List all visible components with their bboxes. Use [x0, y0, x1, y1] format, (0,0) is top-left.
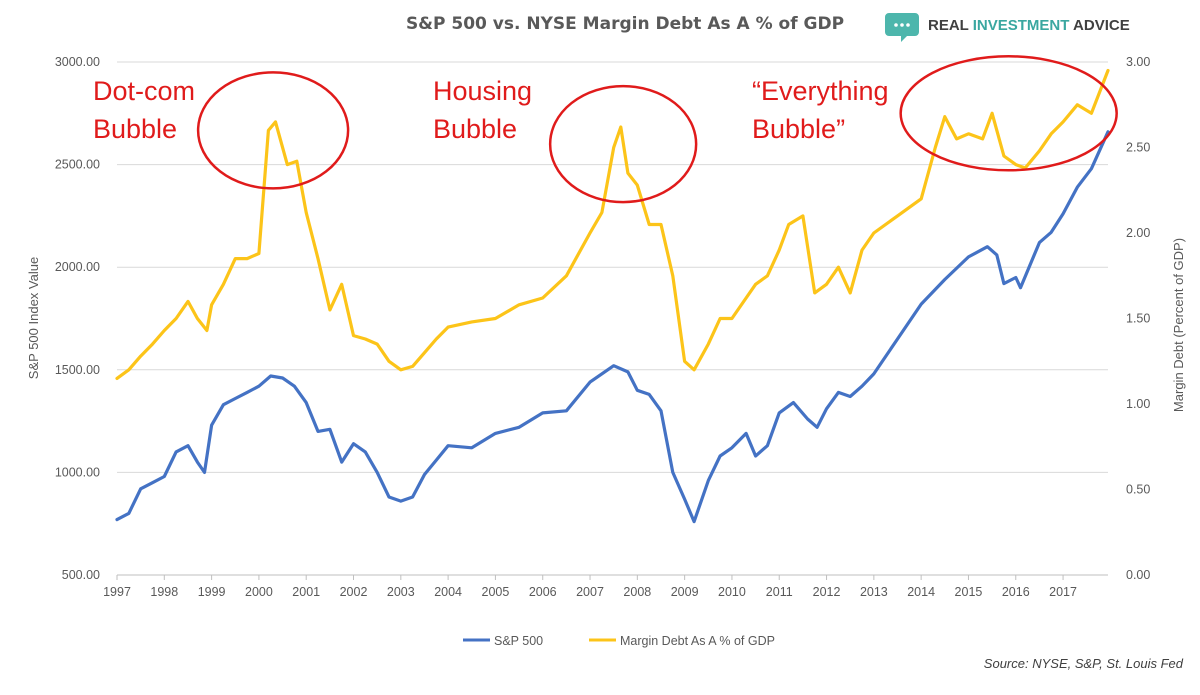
- y-axis-right: 0.00 0.50 1.00 1.50 2.00 2.50 3.00: [1126, 55, 1150, 582]
- y-axis-left-title: S&P 500 Index Value: [26, 257, 41, 379]
- annotation-housing-label: Bubble: [433, 114, 517, 144]
- x-tick-label: 2001: [292, 585, 320, 599]
- annotation-everything-circle: [899, 55, 1118, 172]
- x-tick-label: 2013: [860, 585, 888, 599]
- annotation-dotcom-label: Bubble: [93, 114, 177, 144]
- y-tick-label: 3000.00: [55, 55, 100, 69]
- chart-title: S&P 500 vs. NYSE Margin Debt As A % of G…: [406, 14, 844, 34]
- y2-tick-label: 0.50: [1126, 483, 1150, 497]
- series-line-sp500: [115, 130, 1110, 524]
- y-tick-label: 2000.00: [55, 260, 100, 274]
- series-line-margin-debt: [115, 68, 1110, 380]
- x-tick-label: 2008: [623, 585, 651, 599]
- y2-tick-label: 1.00: [1126, 397, 1150, 411]
- x-tick-label: 2009: [671, 585, 699, 599]
- x-tick-label: 2016: [1002, 585, 1030, 599]
- annotation-dotcom-circle: [196, 71, 350, 190]
- y2-tick-label: 2.50: [1126, 141, 1150, 155]
- x-tick-label: 2015: [955, 585, 983, 599]
- annotation-housing-circle: [548, 84, 698, 204]
- x-tick-label: 1998: [150, 585, 178, 599]
- x-tick-label: 2011: [766, 585, 793, 599]
- annotation-dotcom-label: Dot-com: [93, 76, 195, 106]
- y-tick-label: 500.00: [62, 568, 100, 582]
- y2-tick-label: 0.00: [1126, 568, 1150, 582]
- brand-word-investment: INVESTMENT: [973, 17, 1070, 34]
- y2-tick-label: 2.00: [1126, 226, 1150, 240]
- brand-word-real: REAL: [928, 17, 973, 34]
- x-tick-label: 1999: [198, 585, 226, 599]
- x-tick-label: 1997: [103, 585, 131, 599]
- x-tick-label: 2012: [813, 585, 841, 599]
- y-axis-right-title: Margin Debt (Percent of GDP): [1171, 238, 1186, 412]
- legend-label-sp500: S&P 500: [494, 634, 543, 648]
- y-tick-label: 2500.00: [55, 158, 100, 172]
- x-tick-label: 2003: [387, 585, 415, 599]
- annotation-everything-label: Bubble”: [752, 114, 845, 144]
- x-tick-label: 2014: [907, 585, 935, 599]
- y-axis-left: 500.00 1000.00 1500.00 2000.00 2500.00 3000.0…: [55, 55, 100, 582]
- annotation-everything-label: “Everything: [752, 76, 889, 106]
- x-tick-label: 2006: [529, 585, 557, 599]
- annotations: Dot-com Bubble Housing Bubble “Everything Bub…: [93, 55, 1118, 204]
- speech-bubble-icon: [885, 13, 919, 42]
- svg-text:REAL INVESTMENT ADVICE: REAL INVESTMENT ADVICE: [928, 17, 1130, 34]
- y-tick-label: 1000.00: [55, 465, 100, 479]
- x-tick-label: 2002: [340, 585, 368, 599]
- brand-word-advice: ADVICE: [1069, 17, 1129, 34]
- source-note: Source: NYSE, S&P, St. Louis Fed: [984, 656, 1184, 671]
- annotation-housing-label: Housing: [433, 76, 532, 106]
- x-tick-label: 2000: [245, 585, 273, 599]
- y-tick-label: 1500.00: [55, 363, 100, 377]
- legend-label-margin-debt: Margin Debt As A % of GDP: [620, 634, 775, 648]
- x-axis: 1997 1998 1999 2000 2001 2002 2003 2004 2005 2006…: [103, 574, 1108, 599]
- legend: S&P 500 Margin Debt As A % of GDP: [463, 634, 775, 648]
- x-tick-label: 2017: [1049, 585, 1077, 599]
- series-lines: [115, 68, 1110, 524]
- y2-tick-label: 1.50: [1126, 312, 1150, 326]
- x-tick-label: 2007: [576, 585, 604, 599]
- x-tick-label: 2005: [482, 585, 510, 599]
- x-tick-label: 2010: [718, 585, 746, 599]
- brand-logo: REAL INVESTMENT ADVICE: [885, 13, 1130, 42]
- y2-tick-label: 3.00: [1126, 55, 1150, 69]
- x-tick-label: 2004: [434, 585, 462, 599]
